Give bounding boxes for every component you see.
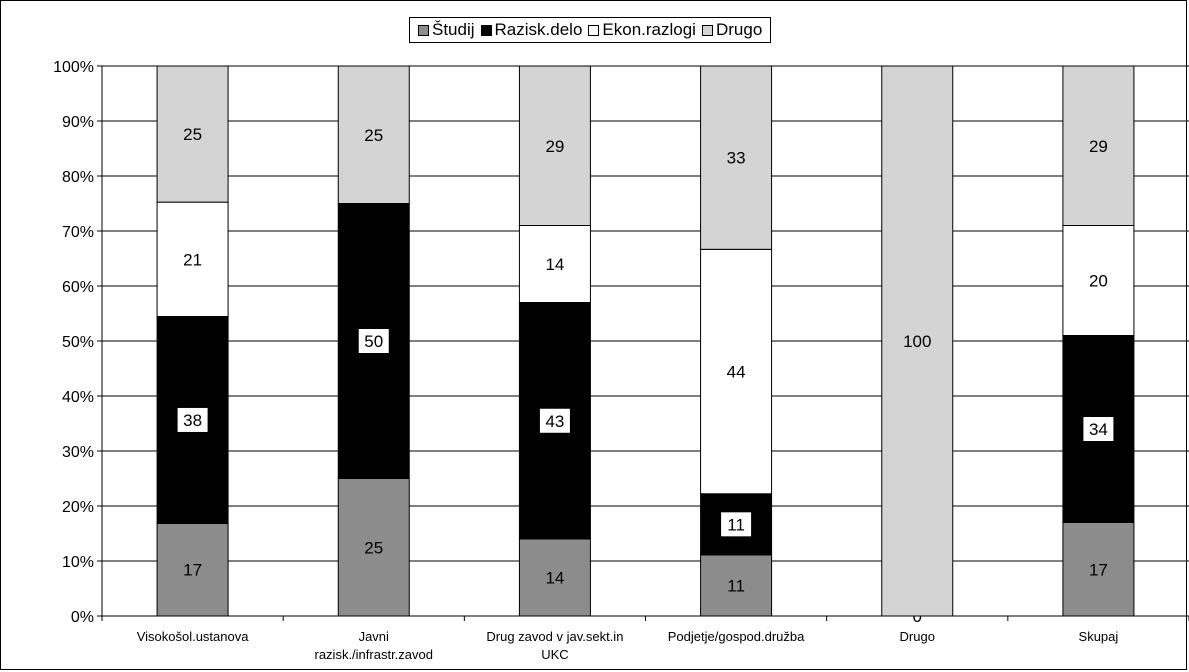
bar-segment [156, 522, 229, 617]
data-label: 14 [545, 569, 564, 588]
x-tick-label: Visokošol.ustanova [137, 629, 250, 644]
legend-label: Drugo [715, 20, 763, 39]
legend-swatch [418, 24, 429, 36]
y-tick-label: 40% [62, 389, 94, 406]
legend-item: Študij [418, 20, 475, 40]
legend-swatch [701, 24, 713, 36]
legend-swatch [480, 24, 492, 36]
data-label-box [721, 512, 752, 537]
x-tick-label: UKC [541, 647, 568, 662]
legend: Študij Razisk.delo Ekon.razlogi Drugo [409, 17, 772, 43]
y-tick-label: 70% [62, 224, 94, 241]
data-label: 20 [1089, 272, 1108, 291]
bar-segment [518, 65, 591, 226]
y-tick-label: 0% [71, 609, 94, 626]
data-label: 25 [364, 538, 383, 557]
bar-segment [518, 225, 591, 303]
data-label: 50 [364, 332, 383, 351]
bar-segment [156, 65, 229, 203]
bar-segment [156, 201, 229, 317]
legend-swatch [588, 24, 600, 36]
data-label-box [539, 408, 570, 433]
y-tick-label: 100% [53, 59, 94, 76]
bar-segment [1062, 65, 1135, 226]
legend-label: Ekon.razlogi [602, 20, 696, 39]
data-label: 21 [183, 250, 202, 269]
data-label: 11 [727, 515, 745, 534]
bar-segment [1062, 335, 1135, 523]
data-label: 33 [727, 149, 746, 168]
y-tick-label: 30% [62, 444, 94, 461]
bar-segment [881, 65, 954, 617]
bar-segment [337, 203, 410, 479]
x-tick-label: Drugo [900, 629, 935, 644]
legend-item: Razisk.delo [480, 20, 583, 40]
y-tick-label: 60% [62, 279, 94, 296]
legend-label: Študij [432, 20, 475, 39]
data-label-box [358, 329, 389, 353]
y-tick-label: 20% [62, 499, 94, 516]
data-label-box [177, 407, 208, 432]
x-tick-label: Podjetje/gospod.družba [668, 629, 805, 644]
bar-segment [700, 248, 773, 495]
data-label: 11 [727, 576, 745, 595]
data-label: 34 [1089, 420, 1108, 439]
x-tick-label: razisk./infrastr.zavod [315, 647, 434, 662]
x-tick-label: Javni [359, 629, 389, 644]
data-label: 43 [545, 412, 564, 431]
bar-segment [700, 65, 773, 250]
data-label: 100 [903, 332, 931, 351]
data-label-box [1083, 417, 1114, 441]
data-label: 29 [545, 137, 564, 156]
data-label: 29 [1089, 137, 1108, 156]
data-label: 38 [183, 411, 202, 430]
legend-label: Razisk.delo [494, 20, 583, 39]
x-tick-label: Skupaj [1079, 629, 1119, 644]
y-tick-label: 90% [62, 114, 94, 131]
bar-segment [1062, 225, 1135, 336]
data-label: 17 [183, 561, 202, 580]
data-label: 25 [364, 126, 383, 145]
data-label: 44 [727, 363, 746, 382]
x-tick-label: Drug zavod v jav.sekt.in [486, 629, 623, 644]
y-tick-label: 10% [62, 554, 94, 571]
bar-segment [518, 538, 591, 617]
bar-segment [337, 65, 410, 204]
data-label: 14 [545, 255, 564, 274]
y-tick-label: 50% [62, 334, 94, 351]
data-label: 17 [1089, 560, 1108, 579]
bar-segment [337, 478, 410, 617]
y-tick-label: 80% [62, 169, 94, 186]
legend-item: Ekon.razlogi [588, 20, 696, 40]
data-label: 25 [183, 125, 202, 144]
legend-item: Drugo [701, 20, 763, 40]
